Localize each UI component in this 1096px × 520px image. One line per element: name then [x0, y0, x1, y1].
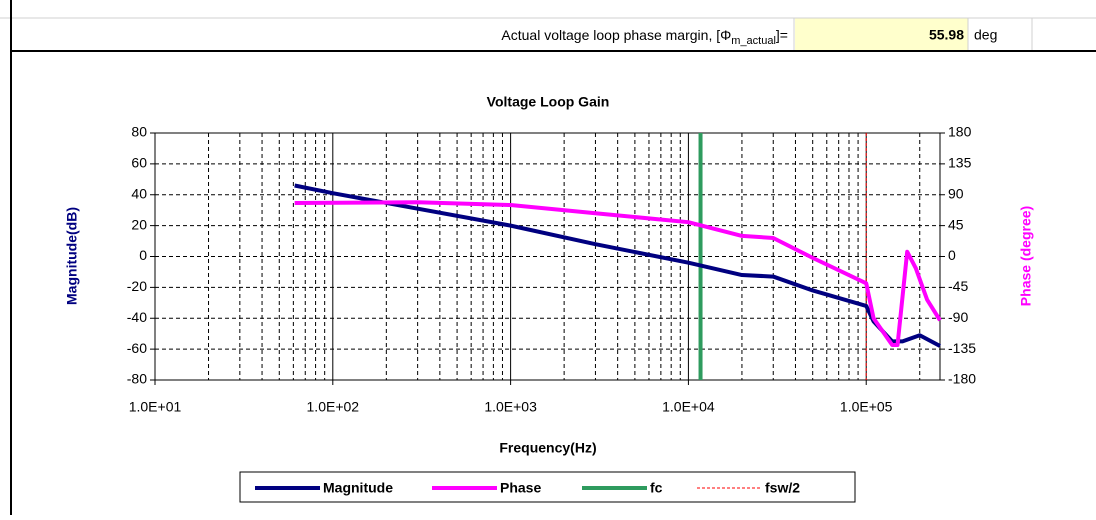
label-text: Actual voltage loop phase margin, [Φ	[501, 27, 731, 43]
y2-axis-label: Phase (degree)	[1018, 206, 1034, 306]
x-tick-label: 1.0E+04	[662, 399, 715, 415]
y-axis-label: Magnitude(dB)	[64, 207, 80, 305]
x-tick-label: 1.0E+01	[129, 399, 182, 415]
x-tick-label: 1.0E+05	[840, 399, 893, 415]
y2-tick-label: -90	[948, 309, 968, 325]
y-tick-label: -20	[127, 278, 147, 294]
label-tail: ]=	[776, 27, 788, 43]
y-tick-label: 80	[131, 124, 147, 140]
margin-label: Actual voltage loop phase margin, [Φm_ac…	[501, 27, 788, 47]
y-tick-label: 0	[139, 247, 147, 263]
series-line	[294, 200, 942, 348]
y-tick-label: 40	[131, 185, 147, 201]
y-tick-label: 20	[131, 216, 147, 232]
y-tick-label: 60	[131, 155, 147, 171]
chart-title: Voltage Loop Gain	[487, 94, 610, 110]
y2-tick-label: 180	[948, 124, 972, 140]
legend-label: fc	[650, 480, 663, 496]
y2-tick-label: 45	[948, 216, 964, 232]
legend-label: Magnitude	[323, 480, 393, 496]
y2-tick-label: 135	[948, 155, 972, 171]
label-subscript: m_actual	[731, 35, 776, 47]
y2-tick-label: 0	[948, 247, 956, 263]
y2-tick-label: -180	[948, 371, 976, 387]
margin-unit: deg	[974, 27, 997, 43]
plot-frame	[154, 132, 941, 381]
series-line	[294, 183, 941, 348]
y-tick-label: -60	[127, 340, 147, 356]
y2-tick-label: 90	[948, 185, 964, 201]
x-axis-label: Frequency(Hz)	[499, 440, 596, 456]
margin-value: 55.98	[929, 27, 964, 43]
x-tick-label: 1.0E+02	[307, 399, 360, 415]
y2-tick-label: -45	[948, 278, 968, 294]
legend-label: fsw/2	[765, 480, 800, 496]
legend-box	[239, 471, 856, 503]
x-tick-label: 1.0E+03	[484, 399, 537, 415]
y-tick-label: -80	[127, 371, 147, 387]
legend-label: Phase	[500, 480, 541, 496]
y-tick-label: -40	[127, 309, 147, 325]
value-cell	[795, 18, 968, 50]
y2-tick-label: -135	[948, 340, 976, 356]
